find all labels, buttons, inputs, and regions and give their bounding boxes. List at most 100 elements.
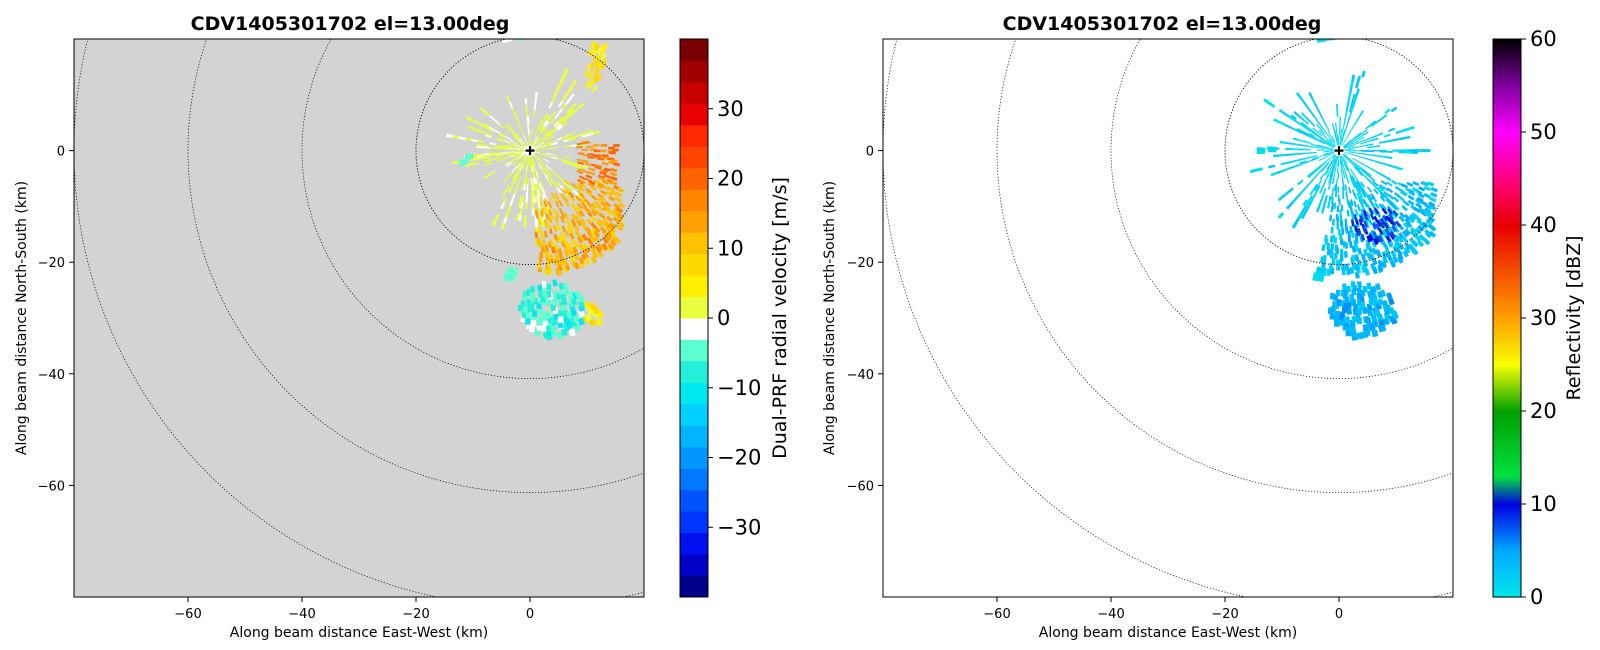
colorbar-segment [1493, 492, 1521, 496]
gate [1365, 171, 1372, 177]
gate [545, 114, 551, 122]
colorbar-segment [1493, 245, 1521, 249]
colorbar-segment [1493, 331, 1521, 335]
colorbar-segment [1493, 222, 1521, 226]
y-tick-label: −20 [847, 256, 874, 271]
gate [1351, 254, 1356, 262]
colorbar-segment [1493, 115, 1521, 119]
gate [1400, 190, 1408, 196]
gate [567, 132, 575, 137]
gate [1362, 209, 1368, 217]
gate [1355, 181, 1361, 188]
gate [551, 153, 559, 157]
colorbar-segment [1493, 448, 1521, 452]
gate [579, 197, 586, 204]
gate [583, 205, 591, 213]
gate [551, 146, 559, 149]
gate [458, 159, 469, 167]
gate [1383, 133, 1391, 138]
gate [603, 174, 612, 179]
colorbar-segment [1493, 550, 1521, 554]
gate [584, 69, 591, 77]
colorbar-velocity [679, 38, 709, 598]
gate [607, 186, 615, 193]
colorbar-segment [1493, 127, 1521, 131]
gate [1336, 110, 1339, 117]
gate [1334, 122, 1337, 130]
gate [565, 218, 572, 226]
colorbar-segment [1493, 85, 1521, 89]
colorbar-segment [1493, 348, 1521, 352]
gate [1347, 142, 1354, 147]
gate [1322, 151, 1330, 153]
gate [500, 222, 506, 230]
gate [1383, 222, 1390, 230]
gate [1345, 139, 1352, 145]
gate [464, 153, 474, 160]
gate [1329, 214, 1333, 222]
gate [1423, 238, 1431, 246]
y-axis-label-velocity: Along beam distance North-South (km) [14, 181, 30, 455]
gate [609, 172, 618, 177]
colorbar-segment [1493, 83, 1521, 87]
gate [1344, 242, 1349, 249]
colorbar-segment [1493, 506, 1521, 510]
radar-location-marker-velocity [524, 145, 536, 157]
gate [1372, 188, 1379, 195]
colorbar-label-velocity: Dual-PRF radial velocity [m/s] [769, 177, 791, 459]
gate [537, 261, 542, 269]
gate [1356, 185, 1362, 193]
colorbar-segment [680, 382, 708, 405]
gate [578, 178, 586, 184]
colorbar-segment [1493, 185, 1521, 189]
gate [515, 213, 520, 221]
colorbar-segment [1493, 252, 1521, 256]
colorbar-segment [1493, 413, 1521, 417]
gate [1302, 199, 1309, 207]
gate [1344, 224, 1348, 231]
gate [605, 215, 614, 223]
colorbar-segment [1493, 494, 1521, 498]
y-tick-label: −20 [38, 256, 65, 271]
gate [1297, 179, 1304, 186]
gate [593, 230, 601, 238]
gate [578, 192, 586, 199]
colorbar-segment [1493, 387, 1521, 391]
gate [1335, 213, 1339, 221]
gate [531, 208, 535, 216]
gate [1366, 186, 1373, 193]
gate [1367, 150, 1374, 153]
gate [547, 267, 553, 275]
gate [1411, 247, 1419, 256]
colorbar-segment [1493, 513, 1521, 517]
gate [528, 159, 530, 167]
gate [1330, 226, 1334, 234]
colorbar-segment [1493, 471, 1521, 475]
gate [612, 148, 619, 152]
gate [526, 184, 529, 191]
gate [577, 294, 585, 303]
colorbar-segment [1493, 199, 1521, 203]
gate [1369, 199, 1375, 206]
gate [550, 192, 556, 199]
x-tick-label: −40 [1097, 607, 1124, 622]
colorbar-reflectivity [1492, 38, 1522, 598]
colorbar-segment [1493, 111, 1521, 114]
colorbar-segment [1493, 297, 1521, 300]
colorbar-tick-label: 10 [1530, 492, 1557, 516]
colorbar-segment [1493, 320, 1521, 324]
colorbar-segment [1493, 380, 1521, 384]
gate [563, 179, 570, 186]
y-axis-label-reflectivity: Along beam distance North-South (km) [822, 181, 838, 455]
gate [604, 234, 612, 242]
colorbar-tick-label: 20 [717, 167, 744, 191]
gate [512, 160, 519, 166]
gate [1323, 153, 1331, 157]
colorbar-segment [1493, 108, 1521, 112]
gate [1384, 108, 1391, 115]
gate [1379, 195, 1386, 202]
colorbar-segment [1493, 480, 1521, 484]
gate [508, 144, 515, 148]
gate [593, 226, 601, 234]
